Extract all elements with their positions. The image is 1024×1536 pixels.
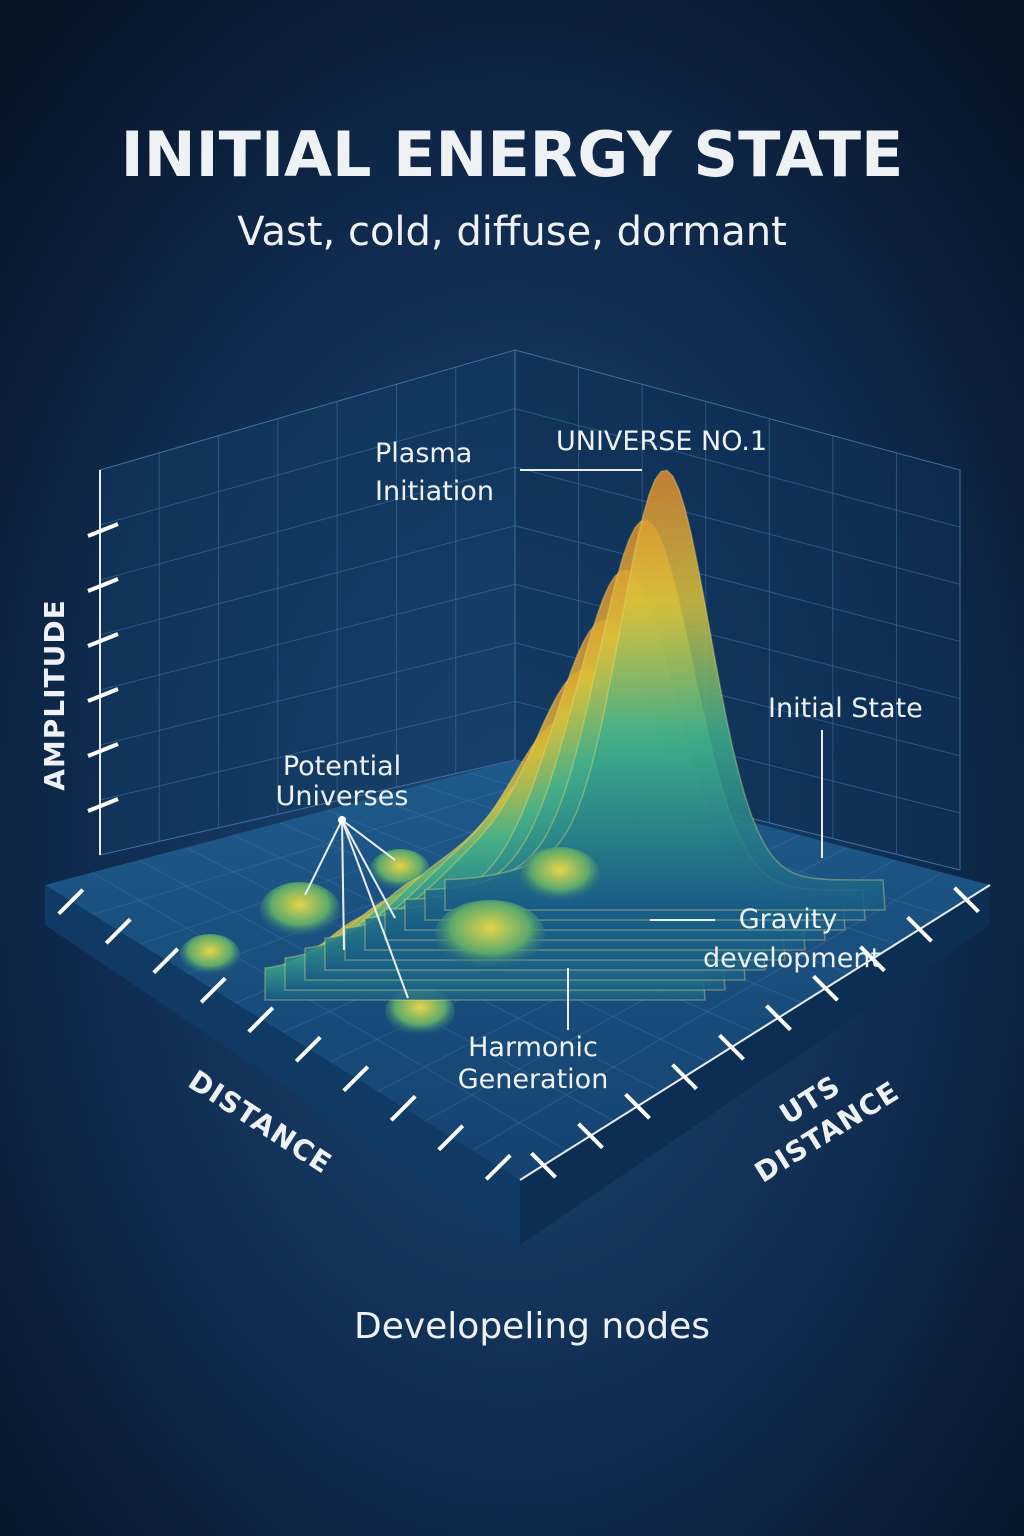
wall-grid [99,367,961,855]
grid-line [514,466,961,585]
leader [304,819,343,896]
energy-bump [520,847,600,903]
tick [87,687,119,703]
grid-line [99,700,516,801]
tick [953,886,980,914]
tick [530,1151,557,1179]
tick [671,1063,698,1091]
annotation: Potential [283,751,401,782]
leader-node [338,816,346,824]
leader [341,819,345,951]
leader [341,819,396,919]
grid-line [99,525,516,636]
annotation: Initial State [768,693,923,724]
footer: Developeling nodes [354,1306,710,1347]
annotation: Generation [458,1064,609,1095]
annotation: Universes [276,781,409,812]
right-axis-line [519,884,991,1181]
grid-line [92,772,563,915]
tick [342,1065,370,1093]
grid-line [99,583,516,691]
annotation: Harmonic [468,1032,598,1063]
tick [812,974,839,1002]
tick [294,1035,322,1063]
axis-ticks [57,522,980,1181]
tick [152,947,180,975]
leader [341,819,409,999]
energy-surface [180,469,886,1037]
axis-label: AMPLITUDE [38,599,71,791]
tick [199,976,227,1004]
energy-bump [435,900,545,970]
grid-line [514,583,961,700]
energy-bump [180,934,240,976]
platform-side-left [45,885,520,1245]
tick [87,797,119,813]
annotation: Initiation [375,476,494,507]
energy-ridge [444,469,886,911]
annotation: Plasma [375,438,472,469]
grid-line [99,466,516,581]
tick [577,1122,604,1150]
grid-line [91,872,568,1151]
subtitle: Vast, cold, diffuse, dormant [237,209,787,255]
tick [247,1006,275,1034]
tick [624,1092,651,1120]
tick [906,915,933,943]
tick [87,522,119,538]
annotation: development [703,943,881,974]
energy-bump [260,882,340,938]
title: INITIAL ENERGY STATE [121,118,904,191]
annotation: UNIVERSE NO.1 [556,426,767,457]
tick [859,945,886,973]
leader [341,819,396,861]
tick [87,742,119,758]
grid-line [99,408,516,526]
tick [87,577,119,593]
leader-lines [304,469,823,1030]
platform-side-right [520,885,990,1245]
tick [718,1033,745,1061]
tick [87,632,119,648]
tick [57,888,85,916]
tick [104,917,132,945]
grid-line [514,408,961,528]
grid-line [514,525,961,642]
annotation: Gravity [739,904,838,935]
tick [389,1094,417,1122]
tick [484,1153,512,1181]
tick [765,1004,792,1032]
tick [437,1124,465,1152]
grid-line [99,642,516,746]
